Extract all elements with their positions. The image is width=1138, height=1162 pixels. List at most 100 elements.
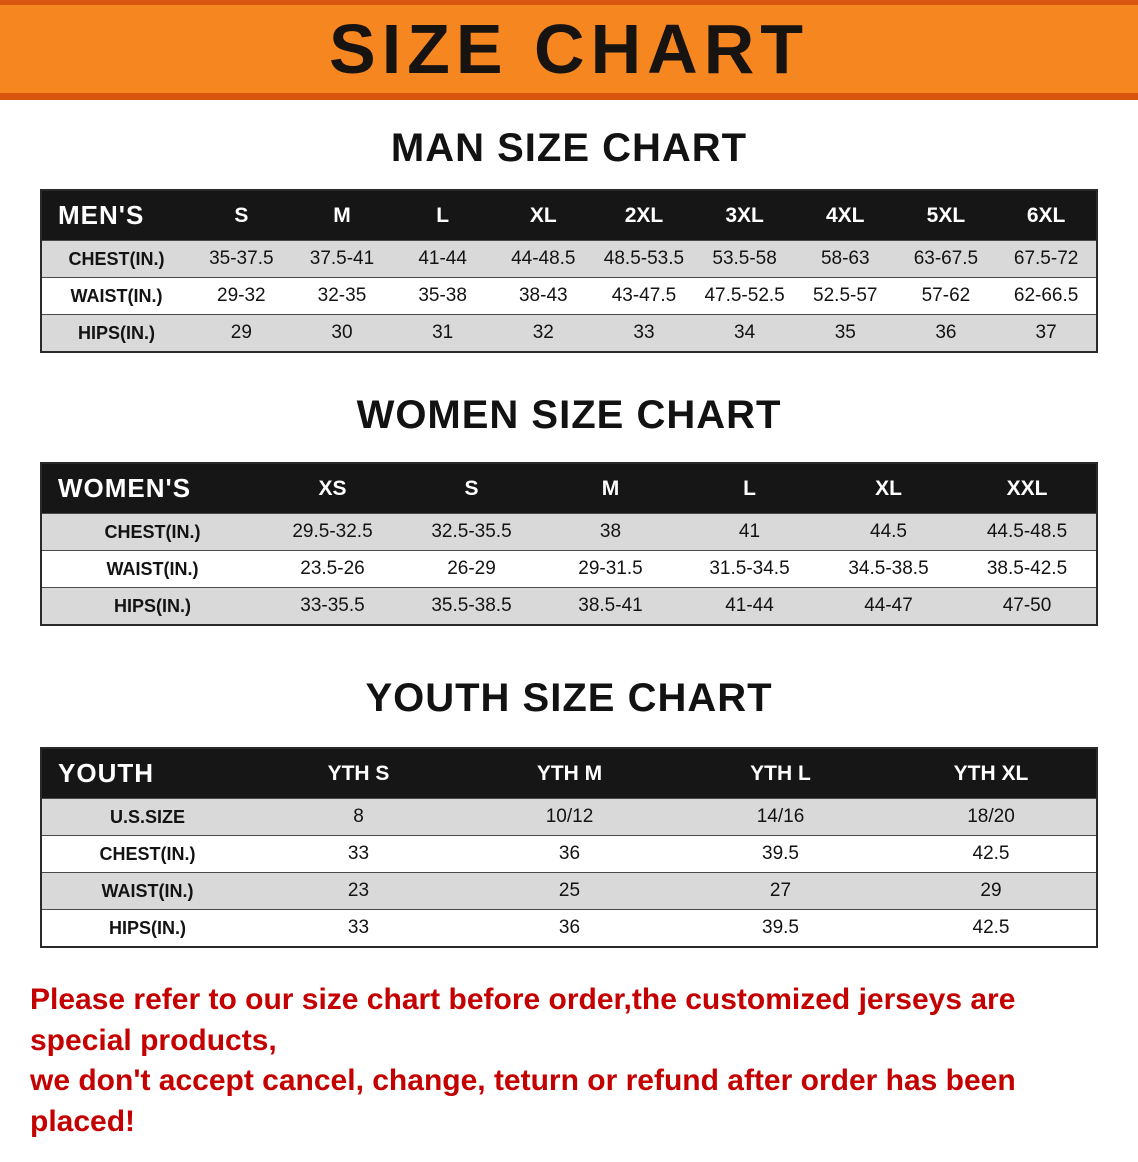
size-value-cell: 29	[980, 880, 1002, 901]
size-value-cell: 29-32	[217, 285, 266, 306]
size-value-cell: 63-67.5	[913, 248, 979, 269]
size-value-cell: 26-29	[447, 558, 496, 579]
row-label-cell: WAIST(IN.)	[70, 285, 163, 306]
size-value-cell: 10/12	[545, 806, 594, 827]
row-label-cell: HIPS(IN.)	[113, 595, 191, 616]
youth-size-table: YOUTH YTH S YTH M YTH L YTH XL U.S.SIZE 8 10/12…	[40, 747, 1098, 948]
size-column-header: XL	[875, 476, 902, 500]
size-value-cell: 35-38	[418, 285, 467, 306]
size-value-cell: 52.5-57	[813, 285, 878, 306]
size-value-cell: 33	[347, 843, 370, 864]
size-value-cell: 47-50	[1002, 595, 1052, 616]
size-value-cell: 36	[558, 843, 581, 864]
size-value-cell: 39.5	[762, 843, 799, 864]
size-value-cell: 44-48.5	[511, 248, 576, 269]
size-value-cell: 35.5-38.5	[431, 595, 512, 616]
size-value-cell: 38	[599, 521, 622, 542]
size-value-cell: 37.5-41	[309, 248, 375, 269]
size-column-header: XS	[318, 476, 347, 500]
table-title-cell: MEN'S	[58, 200, 145, 230]
size-value-cell: 42.5	[972, 917, 1010, 938]
size-value-cell: 44-47	[864, 595, 913, 616]
size-column-header: XL	[529, 203, 557, 227]
size-value-cell: 29	[230, 322, 252, 343]
size-value-cell: 23	[347, 880, 370, 901]
size-value-cell: 14/16	[756, 806, 805, 827]
size-column-header: L	[436, 203, 450, 227]
size-value-cell: 42.5	[972, 843, 1010, 864]
size-value-cell: 18/20	[967, 806, 1015, 827]
size-column-header: M	[333, 203, 351, 227]
size-value-cell: 23.5-26	[300, 558, 365, 579]
disclaimer-line-1: Please refer to our size chart before or…	[30, 983, 1016, 1057]
size-value-cell: 48.5-53.5	[603, 248, 685, 269]
measurement-row: U.S.SIZE 8 10/12 14/16 18/20	[41, 798, 1097, 836]
size-value-cell: 33	[633, 322, 655, 343]
row-label-cell: CHEST(IN.)	[68, 248, 165, 269]
size-column-header: 6XL	[1026, 203, 1066, 227]
women-size-section: WOMEN SIZE CHART WOMEN'S XS S M L XL XXL CHEST(…	[0, 393, 1138, 626]
row-label-cell: WAIST(IN.)	[101, 880, 194, 901]
youth-section-heading: YOUTH SIZE CHART	[365, 676, 773, 720]
size-value-cell: 38-43	[518, 285, 568, 306]
men-section-heading: MAN SIZE CHART	[390, 126, 748, 170]
size-value-cell: 31	[432, 322, 454, 343]
men-size-section: MAN SIZE CHART MEN'S S M L XL 2XL 3XL 4XL 5XL 6XL…	[0, 126, 1138, 353]
row-label-cell: HIPS(IN.)	[108, 917, 186, 938]
size-value-cell: 43-47.5	[611, 285, 677, 306]
size-value-cell: 31.5-34.5	[709, 558, 790, 579]
measurement-row: WAIST(IN.) 29-32 32-35 35-38 38-43 43-47.5 47.…	[41, 277, 1097, 315]
measurement-row: CHEST(IN.) 33 36 39.5 42.5	[41, 835, 1097, 873]
size-value-cell: 41-44	[725, 595, 774, 616]
size-value-cell: 35	[834, 322, 856, 343]
size-value-cell: 8	[353, 806, 364, 827]
row-label-cell: HIPS(IN.)	[77, 322, 155, 343]
size-column-header: YTH XL	[953, 761, 1029, 785]
disclaimer: Please refer to our size chart before or…	[0, 980, 1138, 1162]
size-value-cell: 44.5	[870, 521, 907, 542]
size-value-cell: 32-35	[317, 285, 367, 306]
size-column-header: YTH S	[327, 761, 390, 785]
disclaimer-line-2: we don't accept cancel, change, teturn o…	[30, 1064, 1016, 1138]
measurement-row: HIPS(IN.) 29 30 31 32 33 34 35 36 37	[41, 314, 1097, 352]
banner: SIZE CHART	[0, 0, 1138, 100]
measurement-row: HIPS(IN.) 33 36 39.5 42.5	[41, 909, 1097, 947]
size-value-cell: 32	[532, 322, 554, 343]
row-label-cell: WAIST(IN.)	[106, 558, 199, 579]
size-value-cell: 25	[558, 880, 581, 901]
size-column-header: YTH L	[750, 761, 811, 785]
table-title-cell: YOUTH	[58, 758, 154, 788]
size-value-cell: 39.5	[762, 917, 799, 938]
size-column-header: 4XL	[826, 203, 865, 227]
row-label-cell: U.S.SIZE	[109, 806, 185, 827]
size-column-header: 2XL	[624, 203, 664, 227]
size-value-cell: 53.5-58	[712, 248, 777, 269]
size-column-header: M	[601, 476, 620, 500]
measurement-row: CHEST(IN.) 35-37.5 37.5-41 41-44 44-48.5 48.5…	[41, 240, 1097, 278]
measurement-row: WAIST(IN.) 23 25 27 29	[41, 872, 1097, 910]
women-size-table: WOMEN'S XS S M L XL XXL CHEST(IN.) 29.5-32.5 32.5…	[40, 462, 1098, 626]
size-value-cell: 36	[558, 917, 581, 938]
table-title-cell: WOMEN'S	[58, 473, 192, 503]
women-section-heading: WOMEN SIZE CHART	[356, 393, 782, 437]
size-value-cell: 33	[347, 917, 370, 938]
size-column-header: 5XL	[926, 203, 966, 227]
size-value-cell: 67.5-72	[1013, 248, 1079, 269]
table-header-row: WOMEN'S XS S M L XL XXL	[41, 463, 1097, 514]
row-label-cell: CHEST(IN.)	[99, 843, 196, 864]
table-header-row: MEN'S S M L XL 2XL 3XL 4XL 5XL 6XL	[41, 190, 1097, 241]
size-value-cell: 34.5-38.5	[848, 558, 929, 579]
size-value-cell: 29-31.5	[578, 558, 643, 579]
measurement-row: CHEST(IN.) 29.5-32.5 32.5-35.5 38 41 44.5 44.5…	[41, 513, 1097, 551]
size-column-header: S	[464, 476, 479, 500]
measurement-row: WAIST(IN.) 23.5-26 26-29 29-31.5 31.5-34.5 34…	[41, 550, 1097, 588]
size-value-cell: 44.5-48.5	[986, 521, 1068, 542]
size-value-cell: 30	[331, 322, 353, 343]
size-column-header: 3XL	[725, 203, 764, 227]
size-value-cell: 34	[734, 322, 756, 343]
size-value-cell: 29.5-32.5	[292, 521, 373, 542]
size-column-header: XXL	[1006, 476, 1048, 500]
size-column-header: L	[743, 476, 756, 500]
size-value-cell: 41-44	[418, 248, 467, 269]
